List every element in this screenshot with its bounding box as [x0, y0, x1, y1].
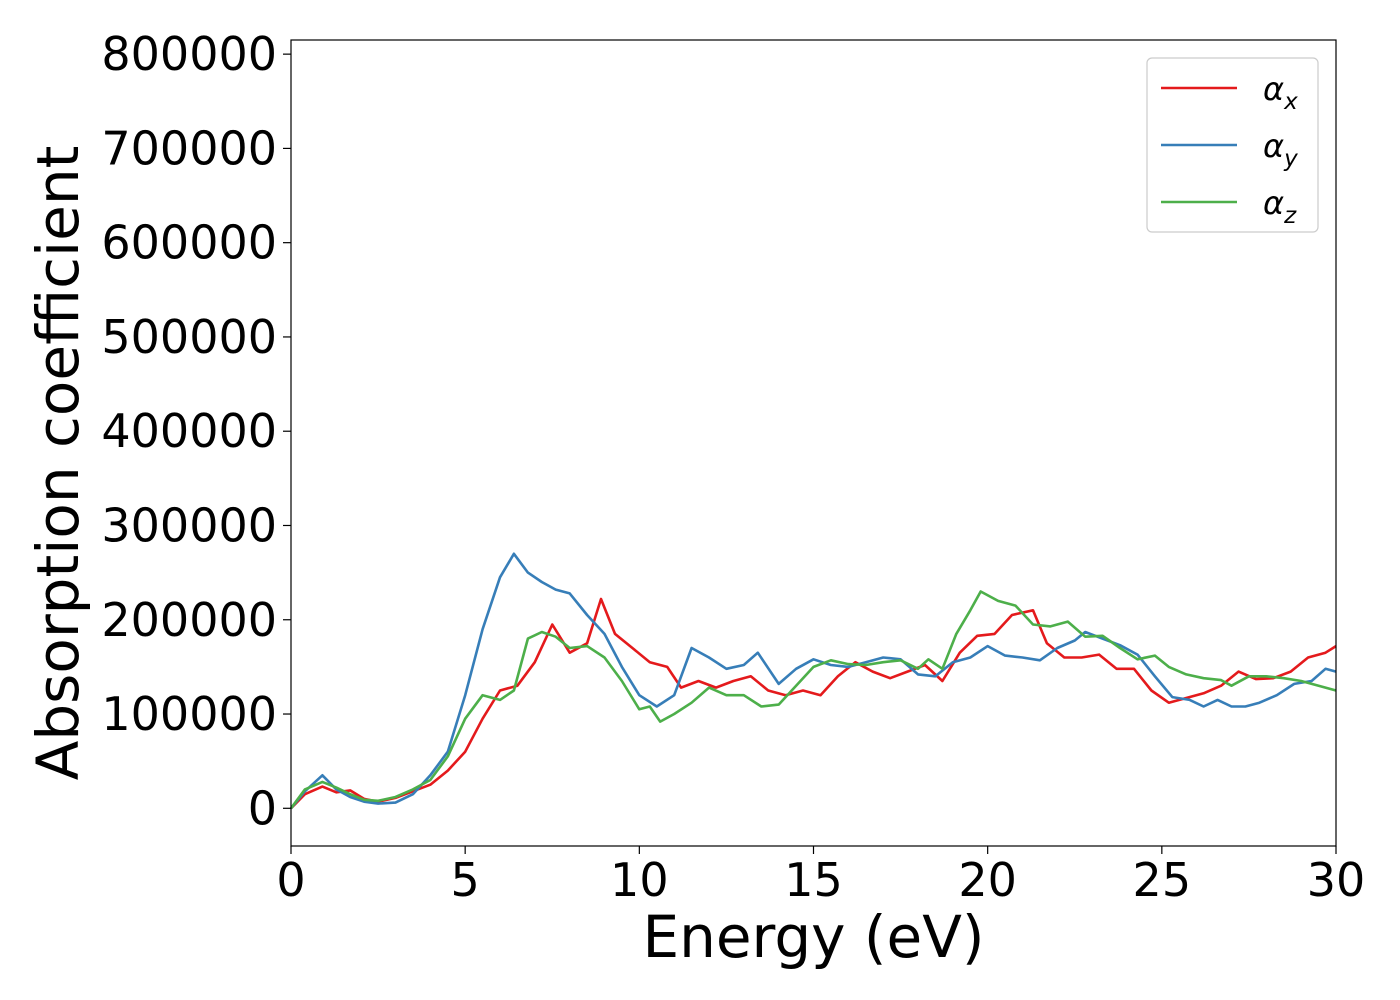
y-tick-label: 400000 [101, 404, 277, 458]
y-tick-label: 600000 [101, 216, 277, 270]
legend-label-y: αy [1263, 127, 1298, 172]
legend-label-z: αz [1263, 184, 1297, 229]
y-tick-label: 100000 [101, 687, 277, 741]
y-tick-label: 800000 [101, 27, 277, 81]
plot-frame [290, 39, 1337, 847]
y-tick-label: 700000 [101, 121, 277, 175]
x-axis-title: Energy (eV) [642, 903, 984, 971]
x-tick-label: 15 [784, 853, 843, 907]
x-tick-label: 20 [958, 853, 1017, 907]
y-tick-label: 200000 [101, 593, 277, 647]
x-tick-label: 5 [451, 853, 480, 907]
x-tick-label: 10 [610, 853, 669, 907]
x-axis-ticks: 0 5 10 15 20 25 30 [276, 846, 1365, 907]
y-axis-ticks: 0 100000 200000 300000 400000 500000 600000 700… [101, 27, 291, 835]
y-tick-label: 300000 [101, 498, 277, 552]
x-tick-label: 30 [1307, 853, 1366, 907]
y-axis-title: Absorption coefficient [24, 146, 92, 781]
legend: αx αy αz [1146, 57, 1319, 233]
y-tick-label: 500000 [101, 310, 277, 364]
series-lines [289, 552, 1337, 810]
series-line-z [289, 590, 1337, 810]
legend-label-x: αx [1263, 70, 1298, 115]
y-tick-label: 0 [248, 781, 277, 835]
series-line-x [290, 597, 1337, 810]
x-tick-label: 25 [1133, 853, 1192, 907]
series-line-y [289, 552, 1337, 810]
x-tick-label: 0 [276, 853, 305, 907]
